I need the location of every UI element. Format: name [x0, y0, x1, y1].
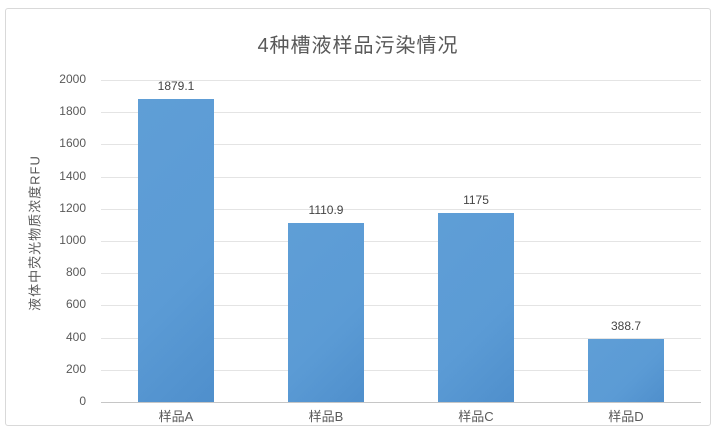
gridline [101, 337, 701, 339]
bar-value-label: 1110.9 [308, 203, 344, 218]
bar-样品B [288, 223, 364, 402]
y-tick-label: 1000 [59, 233, 86, 247]
bar-value-label: 1879.1 [157, 79, 195, 94]
chart-title: 4种槽液样品污染情况 [257, 35, 459, 57]
bar-样品D [588, 339, 664, 402]
chart-frame: 4种槽液样品污染情况 液体中荧光物质浓度RFU 1879.1 1110.9 1175… [5, 8, 711, 426]
y-tick-label: 600 [65, 297, 86, 312]
gridline [101, 144, 701, 146]
x-category-label: 样品D [608, 409, 644, 424]
x-category-label: 样品A [158, 409, 194, 424]
y-tick-label: 800 [65, 265, 86, 280]
gridline [101, 369, 701, 371]
bar-样品C [438, 212, 514, 402]
x-category-label: 样品C [458, 409, 494, 424]
x-axis-line [101, 402, 701, 403]
gridline [101, 208, 701, 210]
y-tick-label: 200 [65, 361, 86, 376]
y-tick-label: 400 [65, 329, 86, 344]
y-tick-label: 1600 [59, 136, 86, 151]
y-tick-label: 0 [79, 394, 86, 408]
gridline [101, 273, 701, 275]
gridline [101, 305, 701, 307]
y-tick-label: 1200 [59, 200, 86, 215]
y-tick-label: 2000 [59, 72, 86, 86]
bar-样品A [138, 99, 214, 402]
gridline [101, 241, 701, 242]
gridline [101, 112, 701, 114]
plot-area: 1879.1 1110.9 1175 388.7 [96, 72, 701, 403]
x-category-label: 样品B [308, 409, 344, 424]
gridline [101, 80, 701, 81]
bar-value-label: 388.7 [610, 319, 642, 334]
gridline [101, 176, 701, 178]
y-tick-label: 1800 [59, 104, 86, 119]
bar-value-label: 1175 [463, 192, 489, 207]
y-tick-label: 1400 [59, 168, 86, 183]
